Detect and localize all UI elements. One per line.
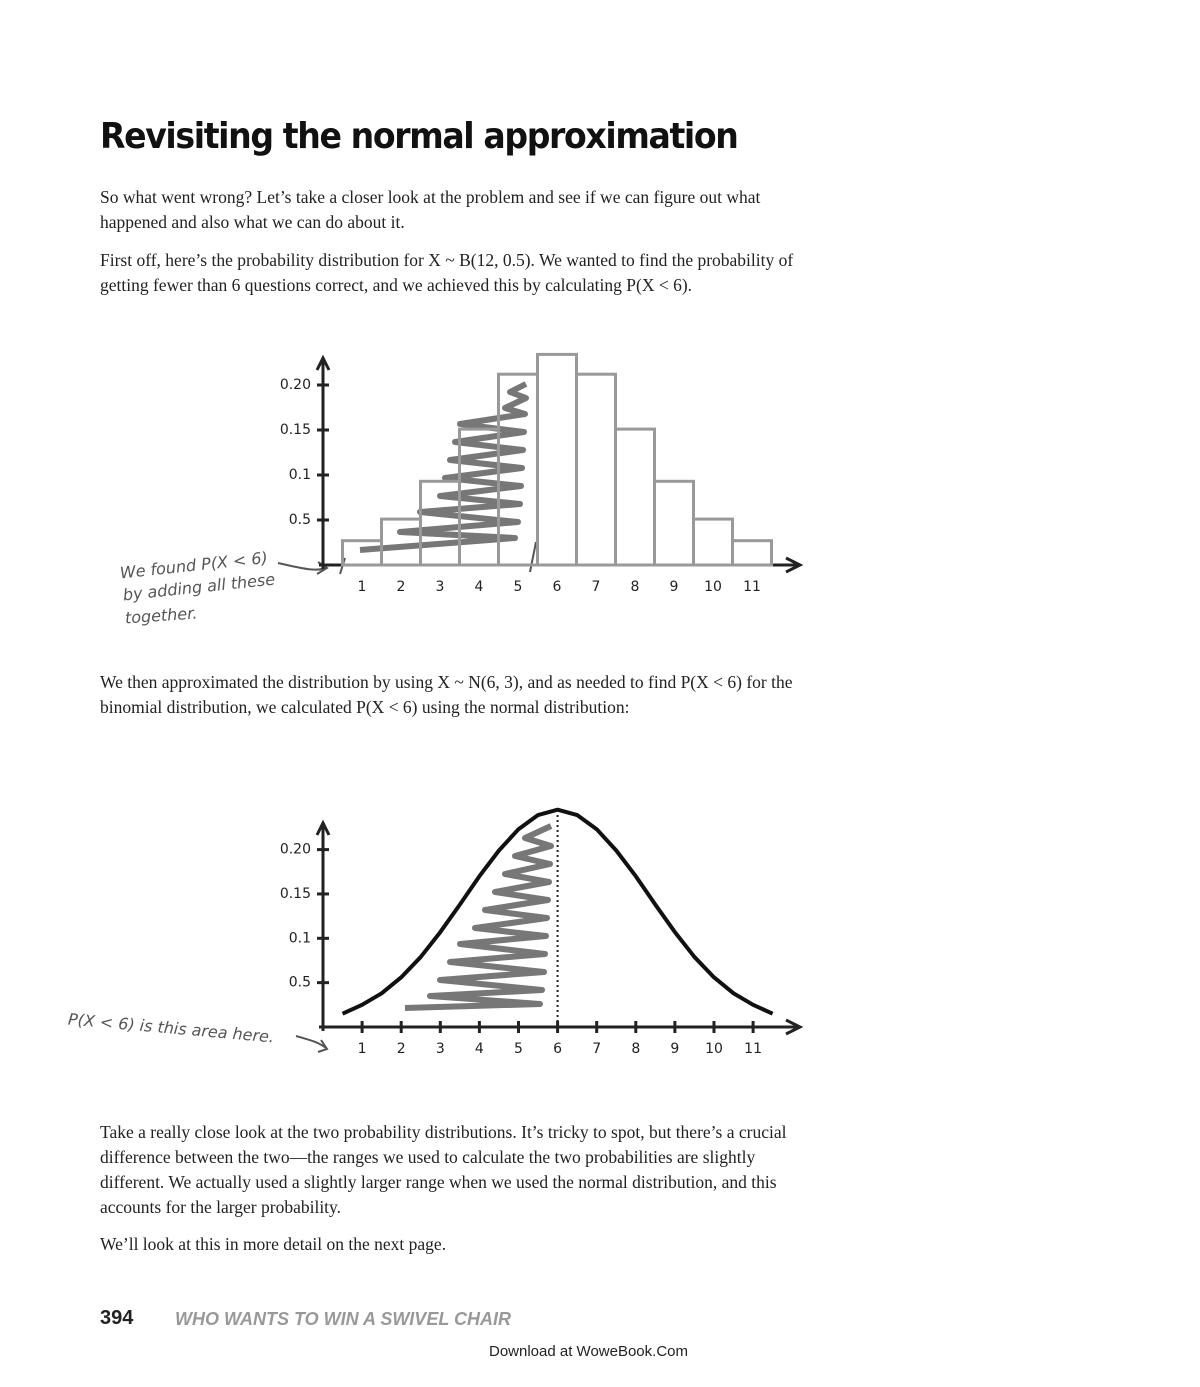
bar: [653, 479, 695, 567]
x-tick-label: 9: [670, 1041, 679, 1057]
bar: [731, 539, 773, 567]
x-tick-label: 2: [397, 1041, 406, 1057]
x-tick-label: 11: [743, 579, 761, 595]
annotation-arrow: [295, 1035, 329, 1053]
y-tick-label: 0.20: [280, 377, 311, 393]
x-tick-label: 3: [436, 579, 445, 595]
x-tick-label: 1: [358, 1041, 367, 1057]
annotation: P(X < 6) is this area here.: [67, 1010, 275, 1047]
paragraph: We then approximated the distribution by…: [100, 672, 793, 717]
y-tick-label: 0.15: [280, 886, 311, 902]
shading-scribble: [404, 823, 554, 1011]
x-tick-label: 4: [475, 1041, 484, 1057]
x-tick-label: 9: [670, 579, 679, 595]
y-tick-label: 0.20: [280, 842, 311, 858]
annotation: together.: [124, 603, 198, 627]
x-tick-label: 7: [592, 579, 601, 595]
curve: [341, 807, 774, 1016]
x-tick-label: 2: [397, 579, 406, 595]
y-tick-label: 0.5: [289, 975, 311, 991]
bar: [692, 517, 734, 567]
axis: [315, 354, 331, 569]
x-tick-label: 1: [358, 579, 367, 595]
bar: [536, 352, 578, 567]
shading-scribble: [359, 381, 529, 553]
x-tick-label: 10: [705, 1041, 723, 1057]
x-tick-label: 6: [553, 579, 562, 595]
y-tick-label: 0.5: [289, 512, 311, 528]
axis: [315, 819, 331, 1031]
x-tick-label: 4: [475, 579, 484, 595]
page-number: 394: [100, 1307, 134, 1329]
x-tick-label: 5: [514, 1041, 523, 1057]
paragraph: We’ll look at this in more detail on the…: [100, 1234, 447, 1254]
x-tick-label: 6: [553, 1041, 562, 1057]
bar: [614, 427, 656, 567]
x-tick-label: 8: [631, 579, 640, 595]
x-tick-label: 5: [514, 579, 523, 595]
y-tick-label: 0.1: [289, 930, 311, 946]
page-title: Revisiting the normal approximation: [100, 116, 739, 157]
bar: [380, 517, 422, 567]
paragraph: So what went wrong? Let’s take a closer …: [100, 187, 761, 232]
running-title: WHO WANTS TO WIN A SWIVEL CHAIR: [175, 1309, 511, 1329]
x-tick-label: 3: [436, 1041, 445, 1057]
x-tick-label: 11: [744, 1041, 762, 1057]
x-tick-label: 8: [631, 1041, 640, 1057]
download-note: Download at WoweBook.Com: [489, 1343, 688, 1360]
y-tick-label: 0.15: [280, 422, 311, 438]
y-tick-label: 0.1: [289, 467, 311, 483]
x-tick-label: 7: [592, 1041, 601, 1057]
axis: [319, 1018, 804, 1036]
paragraph: First off, here’s the probability distri…: [100, 250, 794, 295]
paragraph: Take a really close look at the two prob…: [100, 1122, 787, 1217]
x-tick-label: 10: [704, 579, 722, 595]
bar: [575, 372, 617, 567]
